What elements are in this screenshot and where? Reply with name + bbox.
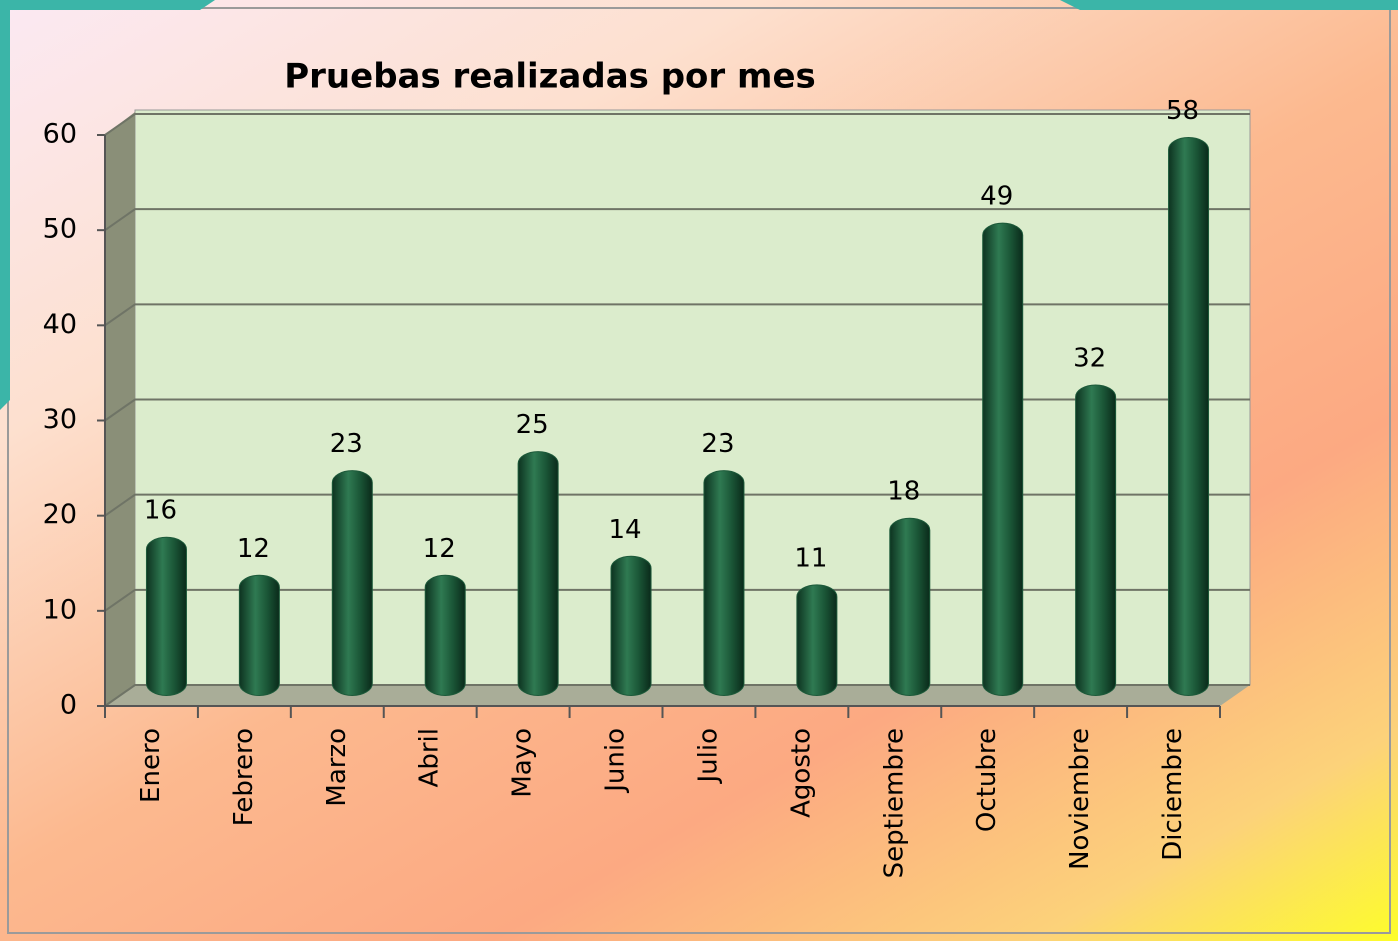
data-label: 58 xyxy=(1166,96,1199,126)
x-tick-label: Octubre xyxy=(972,728,1002,832)
floor xyxy=(105,685,1250,706)
corner-decoration xyxy=(1060,0,1398,10)
data-label: 23 xyxy=(701,429,734,459)
data-label: 12 xyxy=(237,534,270,564)
y-tick-label: 20 xyxy=(43,499,77,530)
grid-line xyxy=(104,398,1250,422)
data-label: 11 xyxy=(794,543,827,573)
data-label: 32 xyxy=(1073,343,1106,373)
x-tick-label: Noviembre xyxy=(1065,728,1095,870)
data-label: 12 xyxy=(423,534,456,564)
grid-line xyxy=(104,208,1250,231)
y-tick-label: 40 xyxy=(43,309,77,340)
y-tick-label: 10 xyxy=(43,594,77,625)
x-tick-label: Agosto xyxy=(786,728,816,818)
bar xyxy=(703,470,745,696)
grid-line xyxy=(104,684,1250,707)
y-tick-label: 50 xyxy=(43,214,77,245)
bar xyxy=(1075,384,1117,696)
frame xyxy=(7,7,1391,934)
x-tick-label: Julio xyxy=(693,728,723,785)
x-tick-label: Abril xyxy=(415,728,445,787)
grid-line xyxy=(104,588,1250,612)
y-tick-label: 30 xyxy=(43,404,77,435)
bar xyxy=(238,574,280,696)
chart-title: Pruebas realizadas por mes xyxy=(284,57,816,97)
x-tick-label: Enero xyxy=(136,728,166,803)
data-label: 49 xyxy=(980,182,1013,212)
data-label: 14 xyxy=(608,515,641,545)
grid-line xyxy=(104,493,1250,517)
data-label: 23 xyxy=(330,429,363,459)
bar xyxy=(889,517,931,697)
data-label: 18 xyxy=(887,477,920,507)
bar xyxy=(331,470,373,696)
grid-line xyxy=(104,303,1250,327)
bar xyxy=(517,451,559,697)
x-tick-label: Mayo xyxy=(508,728,538,798)
x-tick-label: Junio xyxy=(601,728,631,794)
bar xyxy=(796,584,838,696)
bar xyxy=(1168,137,1210,697)
grid-line xyxy=(104,113,1250,136)
data-label: 16 xyxy=(144,496,177,526)
data-label: 25 xyxy=(516,410,549,440)
bar xyxy=(424,574,466,696)
bar xyxy=(610,555,652,696)
x-tick-label: Diciembre xyxy=(1158,728,1188,861)
x-tick-label: Marzo xyxy=(322,728,352,807)
y-tick-label: 0 xyxy=(60,690,77,721)
bar xyxy=(145,536,187,696)
x-tick-label: Septiembre xyxy=(879,728,909,878)
x-tick-label: Febrero xyxy=(229,728,259,826)
bar xyxy=(982,222,1024,697)
y-tick-label: 60 xyxy=(43,119,77,150)
